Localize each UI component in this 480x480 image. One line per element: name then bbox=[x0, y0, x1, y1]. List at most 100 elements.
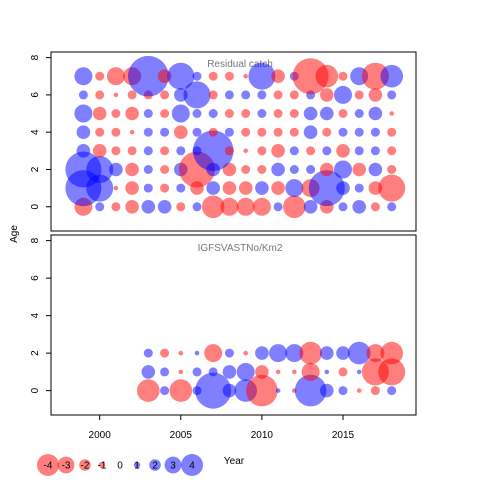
data-point bbox=[160, 386, 170, 396]
y-tick-label: 4 bbox=[30, 312, 41, 318]
panel-title: Residual catch bbox=[207, 59, 273, 70]
data-point bbox=[354, 90, 364, 100]
data-point bbox=[241, 165, 251, 174]
data-point bbox=[238, 181, 253, 195]
data-point bbox=[167, 62, 195, 90]
data-point bbox=[129, 129, 135, 135]
data-point bbox=[141, 200, 156, 214]
bubble-group bbox=[137, 341, 406, 409]
data-point bbox=[157, 200, 172, 214]
data-point bbox=[125, 106, 139, 121]
data-point bbox=[320, 383, 334, 398]
data-point bbox=[257, 127, 267, 137]
data-point bbox=[289, 146, 299, 156]
data-point bbox=[246, 374, 278, 407]
data-point bbox=[322, 127, 332, 137]
data-point bbox=[95, 127, 105, 137]
data-point bbox=[257, 90, 267, 100]
y-tick-label: 8 bbox=[30, 54, 41, 60]
data-point bbox=[336, 346, 350, 360]
x-axis-label: Year bbox=[224, 456, 245, 467]
legend-label: 4 bbox=[189, 461, 195, 472]
data-point bbox=[338, 127, 348, 137]
data-point bbox=[299, 341, 322, 365]
data-point bbox=[271, 69, 285, 83]
data-point bbox=[137, 379, 160, 402]
legend-label: -2 bbox=[81, 461, 90, 472]
data-point bbox=[303, 125, 318, 139]
data-point bbox=[273, 127, 283, 137]
data-point bbox=[220, 197, 239, 216]
data-point bbox=[208, 109, 218, 118]
data-point bbox=[224, 348, 234, 358]
legend-label: 2 bbox=[152, 461, 158, 472]
legend-label: -3 bbox=[62, 461, 71, 472]
data-point bbox=[292, 369, 297, 375]
data-point bbox=[236, 197, 255, 216]
data-point bbox=[356, 369, 362, 375]
data-point bbox=[143, 127, 153, 137]
data-point bbox=[338, 202, 348, 212]
data-point bbox=[283, 195, 306, 219]
data-point bbox=[178, 350, 184, 356]
data-point bbox=[303, 200, 318, 214]
legend-bubble bbox=[164, 456, 182, 474]
data-point bbox=[160, 127, 170, 137]
legend-label: -4 bbox=[44, 461, 53, 472]
data-point bbox=[176, 202, 186, 212]
panel-residual-catch: Residual catch 0 2 4 6 8 bbox=[30, 51, 417, 232]
data-point bbox=[243, 350, 248, 356]
data-point bbox=[285, 344, 304, 363]
data-point bbox=[368, 88, 383, 102]
data-point bbox=[111, 109, 121, 118]
legend-bubble bbox=[133, 461, 141, 469]
data-point bbox=[74, 104, 93, 123]
data-point bbox=[222, 181, 237, 195]
data-point bbox=[178, 369, 184, 375]
panel-igfsvast: IGFSVASTNo/Km2 0 2 4 6 8 2000 2005 2010 2015 bbox=[30, 234, 417, 441]
data-point bbox=[78, 90, 88, 100]
y-axis: 0 2 4 6 8 bbox=[30, 237, 51, 393]
data-point bbox=[387, 90, 397, 100]
data-point bbox=[387, 386, 397, 396]
data-point bbox=[336, 144, 350, 158]
data-point bbox=[192, 127, 202, 137]
data-point bbox=[111, 146, 121, 156]
data-point bbox=[320, 88, 334, 102]
data-point bbox=[224, 90, 234, 100]
data-point bbox=[289, 90, 299, 100]
legend-label: 1 bbox=[134, 461, 140, 472]
data-point bbox=[111, 127, 121, 137]
data-point bbox=[255, 181, 269, 195]
data-point bbox=[269, 344, 288, 363]
data-point bbox=[315, 64, 339, 88]
data-point bbox=[74, 67, 93, 86]
data-point bbox=[160, 183, 170, 193]
data-point bbox=[192, 202, 202, 212]
data-point bbox=[143, 183, 153, 193]
data-point bbox=[354, 109, 364, 118]
x-tick-label: 2015 bbox=[332, 430, 355, 441]
data-point bbox=[192, 109, 202, 118]
data-point bbox=[208, 71, 218, 81]
data-point bbox=[127, 146, 137, 156]
x-tick-label: 2010 bbox=[251, 430, 274, 441]
data-point bbox=[352, 162, 367, 177]
data-point bbox=[255, 365, 269, 379]
data-point bbox=[160, 367, 170, 377]
data-point bbox=[389, 111, 395, 116]
data-point bbox=[370, 202, 380, 212]
data-point bbox=[275, 369, 281, 375]
legend-label: -1 bbox=[98, 461, 107, 472]
data-point bbox=[271, 181, 285, 195]
data-point bbox=[324, 369, 330, 375]
data-point bbox=[224, 109, 234, 118]
data-point bbox=[194, 350, 200, 356]
data-point bbox=[106, 67, 125, 86]
data-point bbox=[160, 90, 170, 100]
data-point bbox=[354, 146, 364, 156]
data-point bbox=[255, 346, 269, 360]
data-point bbox=[208, 367, 218, 377]
y-axis: 0 2 4 6 8 bbox=[30, 54, 51, 210]
data-point bbox=[294, 374, 327, 407]
